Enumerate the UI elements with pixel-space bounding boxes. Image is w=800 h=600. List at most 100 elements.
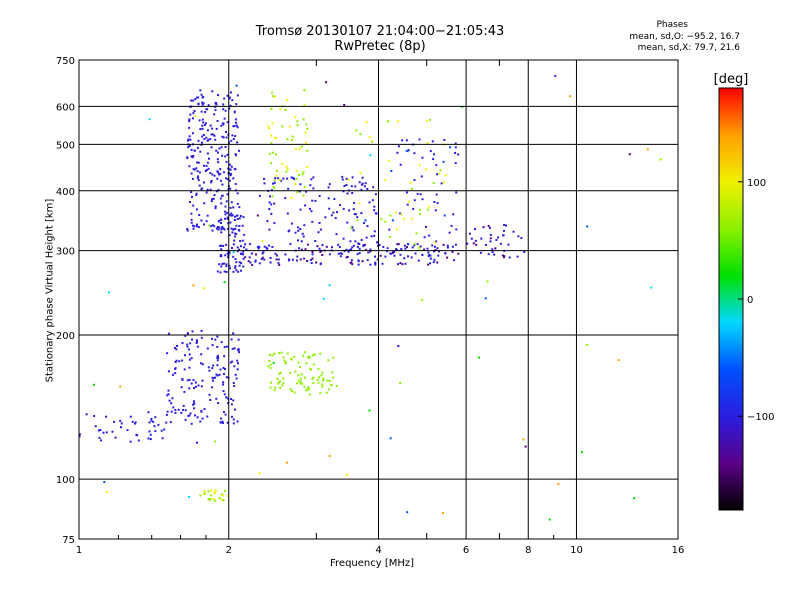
data-point: [225, 160, 228, 163]
data-point: [274, 95, 277, 98]
data-point: [209, 399, 212, 401]
data-point: [315, 261, 318, 264]
data-point: [433, 258, 436, 261]
data-point: [436, 173, 438, 176]
data-point: [312, 363, 315, 366]
data-point: [628, 153, 631, 156]
data-point: [234, 183, 237, 185]
data-point: [273, 181, 276, 184]
data-point: [474, 239, 477, 242]
data-point: [237, 348, 239, 351]
data-point: [396, 151, 399, 154]
data-point: [220, 244, 223, 247]
data-point: [223, 393, 226, 396]
data-point: [233, 239, 236, 242]
data-point: [234, 118, 237, 121]
data-point: [242, 216, 245, 219]
data-point: [276, 170, 278, 172]
y-tick-label: 500: [56, 140, 75, 151]
data-point: [209, 188, 212, 191]
data-point: [212, 377, 215, 380]
data-point: [454, 151, 457, 154]
data-point: [225, 243, 228, 246]
data-point: [254, 259, 257, 262]
data-point: [202, 181, 205, 184]
data-point: [208, 157, 210, 160]
data-point: [303, 385, 306, 388]
data-point: [242, 250, 245, 253]
data-point: [236, 126, 239, 129]
data-point: [288, 125, 291, 128]
data-point: [341, 178, 344, 181]
data-point: [85, 413, 88, 416]
data-point: [211, 367, 214, 370]
data-point: [230, 338, 233, 341]
data-point: [181, 378, 184, 380]
data-point: [355, 129, 358, 132]
data-point: [201, 103, 204, 106]
data-point: [288, 229, 291, 232]
data-point: [311, 257, 314, 260]
data-point: [306, 388, 309, 391]
data-point: [225, 200, 228, 203]
data-point: [419, 245, 422, 248]
data-point: [353, 201, 356, 204]
data-point: [346, 473, 348, 476]
data-point: [211, 376, 214, 379]
data-point: [193, 168, 196, 171]
data-point: [196, 345, 199, 348]
data-point: [298, 190, 301, 193]
x-tick-label: 8: [525, 545, 531, 556]
data-point: [428, 205, 431, 208]
data-point: [174, 367, 177, 370]
data-point: [350, 261, 353, 264]
data-point: [217, 151, 219, 154]
data-point: [472, 242, 475, 245]
data-point: [387, 120, 389, 123]
data-point: [320, 374, 323, 377]
data-point: [188, 135, 191, 138]
data-point: [225, 263, 228, 266]
data-point: [268, 353, 271, 356]
data-point: [312, 187, 315, 190]
data-point: [184, 409, 187, 412]
data-point: [224, 368, 226, 370]
data-point: [450, 224, 453, 227]
data-point: [224, 109, 227, 112]
data-point: [170, 410, 173, 413]
data-point: [231, 134, 234, 137]
data-point: [249, 261, 252, 264]
data-point: [409, 181, 412, 184]
data-point: [419, 213, 422, 216]
data-point: [404, 262, 407, 265]
data-point: [192, 284, 195, 287]
data-point: [225, 265, 228, 268]
data-point: [295, 170, 298, 172]
data-point: [269, 367, 272, 369]
data-point: [236, 420, 239, 423]
data-point: [242, 257, 245, 260]
data-point: [369, 263, 372, 266]
data-point: [374, 255, 376, 258]
data-point: [201, 127, 204, 130]
data-point: [218, 147, 221, 150]
data-point: [298, 247, 300, 250]
data-point: [203, 124, 206, 126]
data-point: [285, 170, 288, 173]
data-point: [216, 120, 219, 122]
data-point: [107, 291, 110, 294]
data-point: [361, 182, 364, 185]
data-point: [279, 371, 282, 374]
data-point: [214, 109, 217, 112]
data-point: [454, 162, 457, 165]
data-point: [217, 402, 220, 405]
data-point: [286, 168, 289, 171]
x-axis-label: Frequency [MHz]: [330, 558, 415, 569]
data-point: [415, 232, 418, 235]
data-point: [225, 271, 228, 273]
data-point: [169, 421, 172, 424]
data-point: [378, 243, 381, 246]
data-point: [212, 498, 215, 500]
data-point: [332, 356, 335, 359]
data-point: [277, 381, 280, 384]
